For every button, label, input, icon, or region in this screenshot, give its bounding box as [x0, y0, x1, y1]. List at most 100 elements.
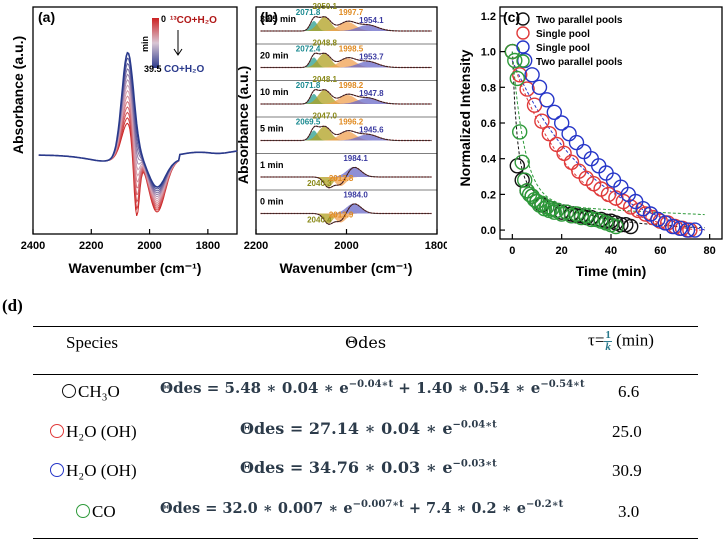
chart-b-peak-label: 1996.2: [339, 118, 364, 127]
chart-b-fit-envelope: [260, 16, 432, 32]
chart-a: Absorbance (a.u.) (a) min 0 ¹³CO+H₂O 39.…: [10, 6, 238, 276]
chart-c-point: [546, 104, 563, 121]
chart-c-legend-marker: [516, 26, 530, 40]
chart-b-peak-label: 1984.0: [343, 191, 368, 200]
eq-mid: + 7.4 ∗ 0.2 ∗ e: [403, 499, 526, 517]
chart-c-point: [558, 204, 575, 220]
chart-c-frame: [499, 6, 723, 240]
species-cell: H₂O (OH): [50, 422, 137, 442]
chart-b-fit-component: [305, 126, 344, 141]
chart-b-peak-label: 1998.5: [339, 45, 364, 54]
eq-exponent-2: −0.54∗t: [540, 379, 585, 390]
eq-main: Θdes = 27.14 ∗ 0.04 ∗ e: [240, 419, 453, 438]
chart-c: Normalized Intensity (c) 0 20 40 60 80 0.0 0.2…: [457, 6, 723, 279]
chart-a-colorbar-top-text: ¹³CO+H₂O: [170, 15, 217, 26]
header-tau-numerator: 1: [604, 329, 612, 342]
chart-b-time-label: 5 min: [260, 124, 284, 134]
chart-c-ylabel: Normalized Intensity: [457, 49, 473, 186]
chart-b-peak-label: 2071.8: [296, 8, 321, 17]
chart-c-panel-label: (c): [503, 9, 520, 25]
chart-a-xtick-label: 2400: [21, 240, 45, 252]
chart-b-fit-component: [305, 53, 344, 68]
species-cell: CO: [76, 502, 116, 522]
chart-c-legend-label: Single pool: [536, 29, 590, 40]
theta-equation: Θdes = 34.76 ∗ 0.03 ∗ e−0.03∗t: [240, 458, 497, 477]
header-theta: Θdes: [345, 333, 387, 352]
table-header-rule: [33, 374, 698, 375]
chart-c-point: [657, 215, 674, 231]
chart-b-peak-label: 1953.7: [359, 53, 384, 62]
eq-exponent-1: −0.03∗t: [452, 458, 497, 470]
chart-c-legend-marker: [516, 54, 530, 68]
table-bottom-rule: [33, 538, 698, 539]
chart-c-point: [548, 202, 565, 219]
chart-b-time-label: 1 min: [260, 160, 284, 170]
table-top-rule: [33, 326, 698, 327]
chart-c-point: [553, 115, 570, 131]
chart-b-fit-component: [332, 203, 376, 214]
chart-a-colorbar-bottom-value: 39.5: [144, 64, 162, 74]
chart-c-xtick-label: 80: [704, 245, 716, 257]
eq-mid: + 1.40 ∗ 0.54 ∗ e: [393, 379, 541, 397]
chart-b-xlabel: Wavenumber (cm⁻¹): [280, 260, 413, 276]
chart-b-time-label: 0 min: [260, 197, 284, 207]
eq-exponent-2: −0.2∗t: [525, 499, 564, 510]
chart-c-legend-label: Single pool: [536, 43, 590, 54]
chart-a-colorbar-unit: min: [140, 36, 150, 52]
chart-c-legend-label: Two parallel pools: [536, 57, 623, 68]
chart-c-point: [511, 67, 528, 83]
chart-c-point: [672, 220, 688, 237]
theta-equation: Θdes = 5.48 ∗ 0.04 ∗ e−0.04∗t + 1.40 ∗ 0…: [160, 379, 585, 397]
chart-a-colorbar-arrow: [173, 30, 183, 56]
chart-c-legend-marker: [516, 40, 530, 54]
chart-b-peak-label: 2069.5: [296, 118, 321, 127]
circle-marker-icon: [76, 504, 90, 518]
chart-c-point: [687, 222, 703, 238]
chart-c-legend-label: Two parallel pools: [536, 15, 623, 26]
chart-b: Absorbance (a.u.) (b) 39.5 min2071.82050…: [235, 2, 447, 276]
header-tau-symbol: τ=: [588, 330, 605, 350]
chart-a-xtick-label: 2000: [137, 240, 161, 252]
chart-c-point: [507, 52, 523, 69]
chart-c-ytick-label: 0.4: [481, 154, 497, 166]
chart-b-fit-envelope: [260, 52, 432, 68]
chart-c-xtick-label: 0: [509, 245, 515, 257]
kinetics-table: (d) Species Θdes τ= 1 k (min) CH₃O Θdes = …: [0, 290, 727, 548]
chart-b-peak-label: 1998.2: [339, 81, 364, 90]
chart-c-point: [568, 206, 585, 222]
chart-c-point: [526, 191, 543, 208]
circle-marker-icon: [50, 424, 64, 438]
chart-c-point: [583, 211, 600, 228]
chart-c-point: [568, 134, 585, 151]
chart-c-point: [541, 125, 558, 142]
chart-c-xtick-label: 20: [556, 245, 568, 257]
chart-c-ytick-label: 1.0: [481, 47, 496, 59]
chart-c-point: [622, 199, 639, 215]
circle-marker-icon: [62, 384, 76, 398]
chart-c-fit-line: [511, 51, 705, 216]
chart-a-colorbar-top-value: 0: [161, 14, 166, 24]
panel-label-d: (d): [2, 296, 23, 315]
eq-main: Θdes = 5.48 ∗ 0.04 ∗ e: [160, 379, 349, 397]
eq-exponent-1: −0.04∗t: [348, 379, 394, 390]
chart-b-peak-label: 1947.8: [359, 89, 384, 98]
chart-c-point: [650, 211, 666, 228]
chart-b-xtick-label: 2200: [244, 240, 268, 252]
header-tau: τ= 1 k (min): [588, 330, 654, 353]
chart-b-peak-label: 2013.8: [329, 174, 354, 183]
chart-a-curves: [38, 51, 238, 217]
chart-b-peak-label: 2071.8: [296, 81, 321, 90]
chart-c-xtick-label: 40: [605, 245, 617, 257]
chart-b-fit-component: [332, 167, 376, 177]
chart-c-point: [664, 218, 681, 235]
chart-b-peak-label: 2040.3: [307, 179, 332, 188]
chart-b-peak-label: 2048.8: [313, 39, 338, 48]
chart-b-xtick-label: 1800: [425, 240, 447, 252]
chart-c-point: [511, 124, 528, 140]
chart-c-point: [531, 79, 548, 96]
tau-value: 25.0: [612, 422, 642, 441]
chart-c-ytick-label: 0.6: [481, 118, 496, 130]
chart-c-ytick-label: 0.8: [481, 82, 496, 94]
chart-c-point: [516, 172, 533, 188]
